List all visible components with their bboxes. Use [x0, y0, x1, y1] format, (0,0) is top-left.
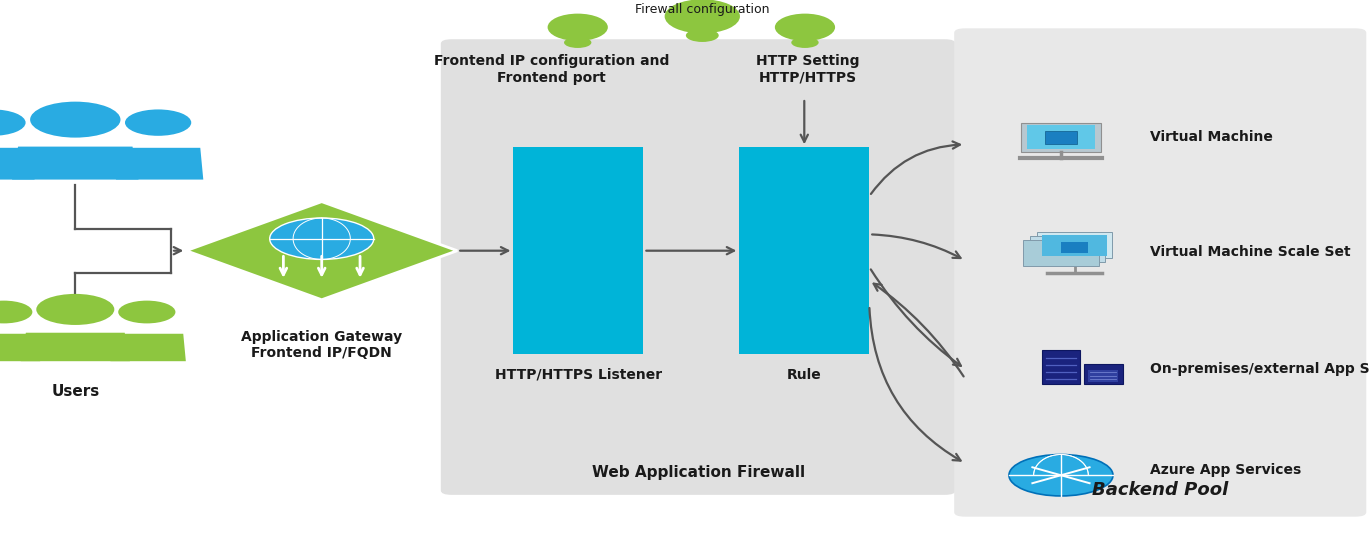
Bar [1021, 123, 1101, 152]
Text: Web Application Firewall: Web Application Firewall [591, 464, 805, 480]
Bar [1061, 242, 1088, 253]
Text: Firewall configuration: Firewall configuration [635, 3, 769, 16]
Bar [1043, 235, 1108, 256]
Ellipse shape [791, 37, 819, 48]
Text: HTTP Setting
HTTP/HTTPS: HTTP Setting HTTP/HTTPS [756, 54, 860, 84]
FancyBboxPatch shape [954, 28, 1366, 517]
Bar [1031, 236, 1106, 262]
Ellipse shape [665, 0, 741, 33]
Bar [739, 147, 869, 354]
Bar [513, 147, 643, 354]
Polygon shape [186, 202, 457, 300]
Ellipse shape [775, 14, 835, 41]
Text: Users: Users [51, 384, 100, 399]
Circle shape [118, 301, 175, 323]
FancyBboxPatch shape [441, 39, 956, 495]
Text: Azure App Services: Azure App Services [1150, 463, 1301, 477]
Polygon shape [0, 148, 34, 179]
Text: Frontend IP configuration and
Frontend port: Frontend IP configuration and Frontend p… [434, 54, 669, 84]
Bar [1084, 364, 1123, 384]
Bar [1038, 232, 1113, 258]
Polygon shape [116, 148, 204, 179]
Circle shape [270, 218, 374, 259]
Text: HTTP/HTTPS Listener: HTTP/HTTPS Listener [494, 368, 663, 382]
Text: On-premises/external App Servers: On-premises/external App Servers [1150, 362, 1369, 376]
Text: Virtual Machine: Virtual Machine [1150, 130, 1273, 144]
Circle shape [0, 110, 26, 136]
Polygon shape [21, 332, 130, 361]
Polygon shape [12, 147, 138, 179]
Bar [1027, 125, 1095, 149]
Circle shape [1009, 455, 1113, 496]
Text: Application Gateway
Frontend IP/FQDN: Application Gateway Frontend IP/FQDN [241, 330, 402, 360]
Circle shape [0, 301, 33, 323]
Circle shape [37, 294, 115, 325]
Bar [1042, 350, 1080, 384]
Bar [1088, 370, 1118, 381]
Text: Rule: Rule [787, 368, 821, 382]
Circle shape [30, 101, 120, 137]
Ellipse shape [564, 37, 591, 48]
Circle shape [125, 110, 192, 136]
Text: Backend Pool: Backend Pool [1092, 481, 1228, 499]
Polygon shape [111, 334, 186, 361]
Text: Virtual Machine Scale Set: Virtual Machine Scale Set [1150, 245, 1351, 259]
Polygon shape [0, 334, 40, 361]
Ellipse shape [686, 29, 719, 42]
Ellipse shape [548, 14, 608, 41]
Bar [1045, 131, 1077, 144]
Bar [1024, 240, 1099, 266]
